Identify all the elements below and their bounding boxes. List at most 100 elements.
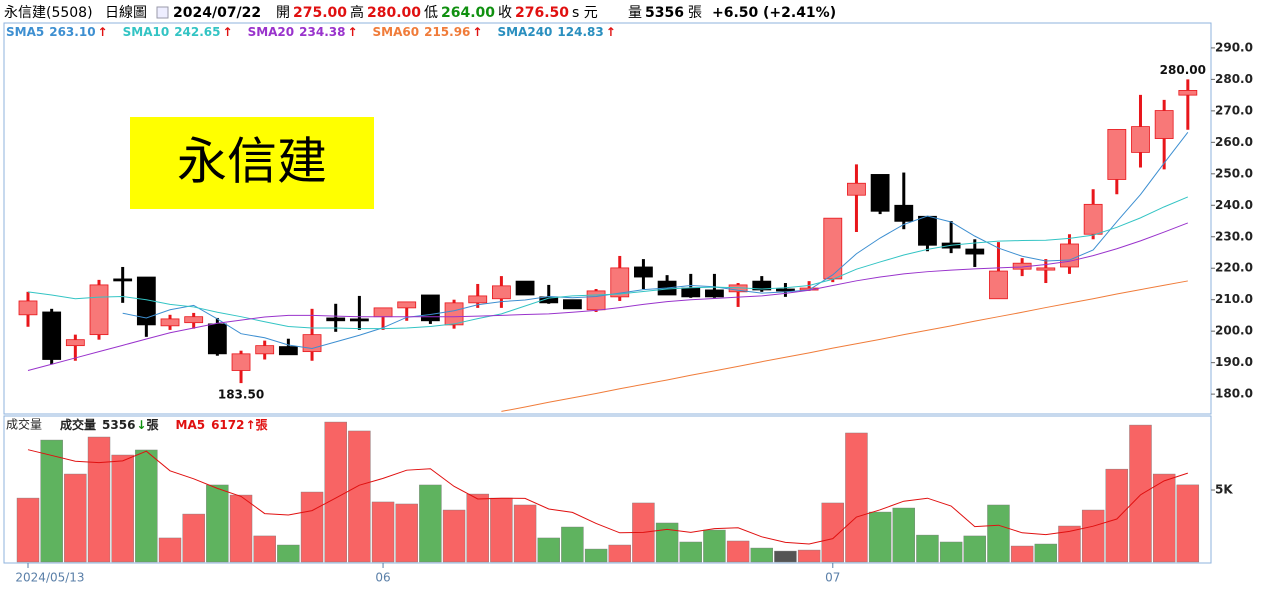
legend: 成交量 5356↓張 [60,417,159,432]
volume-bar [726,540,750,563]
candle-body [705,289,724,298]
change: +6.50 [712,5,759,21]
candle-body [184,316,204,324]
volume-bar [395,503,418,563]
candle-body [610,267,630,298]
legend-arrow: ↑ [606,25,616,39]
volume-bar [1152,473,1176,563]
legend-value: 5356 [102,418,135,432]
volume-value: 5356 [645,5,684,21]
logo-text: 永信建 [177,133,327,191]
candle-body [207,323,227,355]
y-tick-label: 180.0 [1215,387,1253,401]
stock-name: 永信建(5508) [4,5,93,21]
open-label: 開 [276,5,290,21]
candle-body [349,318,369,322]
volume-bar [892,507,915,563]
volume-bar [821,502,844,563]
legend-arrow: ↑ [472,25,482,39]
y-tick-label: 250.0 [1215,166,1253,180]
candle-body [420,294,440,322]
candle-body [255,345,275,355]
unit: s 元 [572,5,598,21]
candle-body [1178,90,1198,96]
ma-line [27,196,1189,330]
candle-body [847,182,866,196]
high-value: 280.00 [367,5,421,21]
legend: SMA20 234.38 ↑ [248,25,358,39]
volume-bar [135,449,158,563]
change-pct: (+2.41%) [763,5,836,21]
ma-line [27,222,1189,371]
legend-value: 263.10 [49,25,95,39]
volume-bar [466,493,489,563]
candle-body [160,318,180,327]
legend: SMA5 263.10 ↑ [6,25,108,39]
legend-value: 6172 [211,418,244,432]
volume-bar [845,432,868,563]
x-tick-label: 2024/05/13 [15,571,84,585]
logo-box [130,117,374,209]
candle-body [89,284,109,336]
volume-bar [655,522,679,563]
volume-bar [797,549,821,563]
candle-body [65,339,85,347]
candle-body [1131,126,1150,153]
candle-body [302,334,322,353]
candle-body [491,285,511,300]
price-panel [3,22,1212,415]
y-tick-label: 5K [1215,483,1233,497]
candle-body [444,302,464,326]
volume-bar [64,473,87,563]
y-tick-label: 240.0 [1215,198,1253,212]
volume-bar [182,513,205,563]
candle-body [586,290,606,311]
volume-bar [300,491,324,563]
y-tick-label: 230.0 [1215,229,1253,243]
volume-bar [1058,525,1081,563]
candle-body [563,299,582,310]
candle-body [870,174,890,212]
y-tick-label: 220.0 [1215,261,1253,275]
volume-bar [348,430,371,563]
low-label: 低 [424,5,438,21]
volume-bar [679,541,702,563]
volume-bar [1034,543,1058,563]
legend-value: 242.65 [174,25,220,39]
date: 2024/07/22 [173,5,261,21]
candle-body [397,301,417,309]
volume-bar [419,484,442,563]
volume-bar [229,494,253,563]
candle-body [918,215,937,246]
legend-name: SMA60 [373,25,420,39]
legend-value: 124.83 [557,25,603,39]
checkbox[interactable] [156,6,169,19]
candle-body [136,276,156,326]
candle-body [989,270,1008,300]
panel-title: 成交量 [6,417,42,432]
volume-bar [490,497,513,563]
open-value: 275.00 [293,5,347,21]
legend-arrow: ↑ [347,25,357,39]
legend-value: 215.96 [424,25,470,39]
candle-body [1154,110,1174,139]
ma-line [27,449,1188,545]
ma-line [501,280,1188,412]
volume-bar [87,436,111,563]
candle-body [18,300,38,316]
legend: MA5 6172↑張 [176,418,269,432]
legend-name: SMA240 [497,25,552,39]
close-value: 276.50 [515,5,569,21]
volume-bar [584,548,608,563]
volume-label: 量 [628,5,642,21]
legend-arrow: ↑ [245,418,255,432]
candle-body [1083,203,1103,235]
volume-bar [1081,509,1105,563]
volume-panel [3,415,1212,564]
legend: SMA60 215.96 ↑ [373,25,483,39]
candle-body [42,311,62,360]
candle-body [752,280,772,291]
volume-bar [1010,545,1034,563]
volume-bar [16,497,40,563]
legend-arrow: ↑ [223,25,233,39]
